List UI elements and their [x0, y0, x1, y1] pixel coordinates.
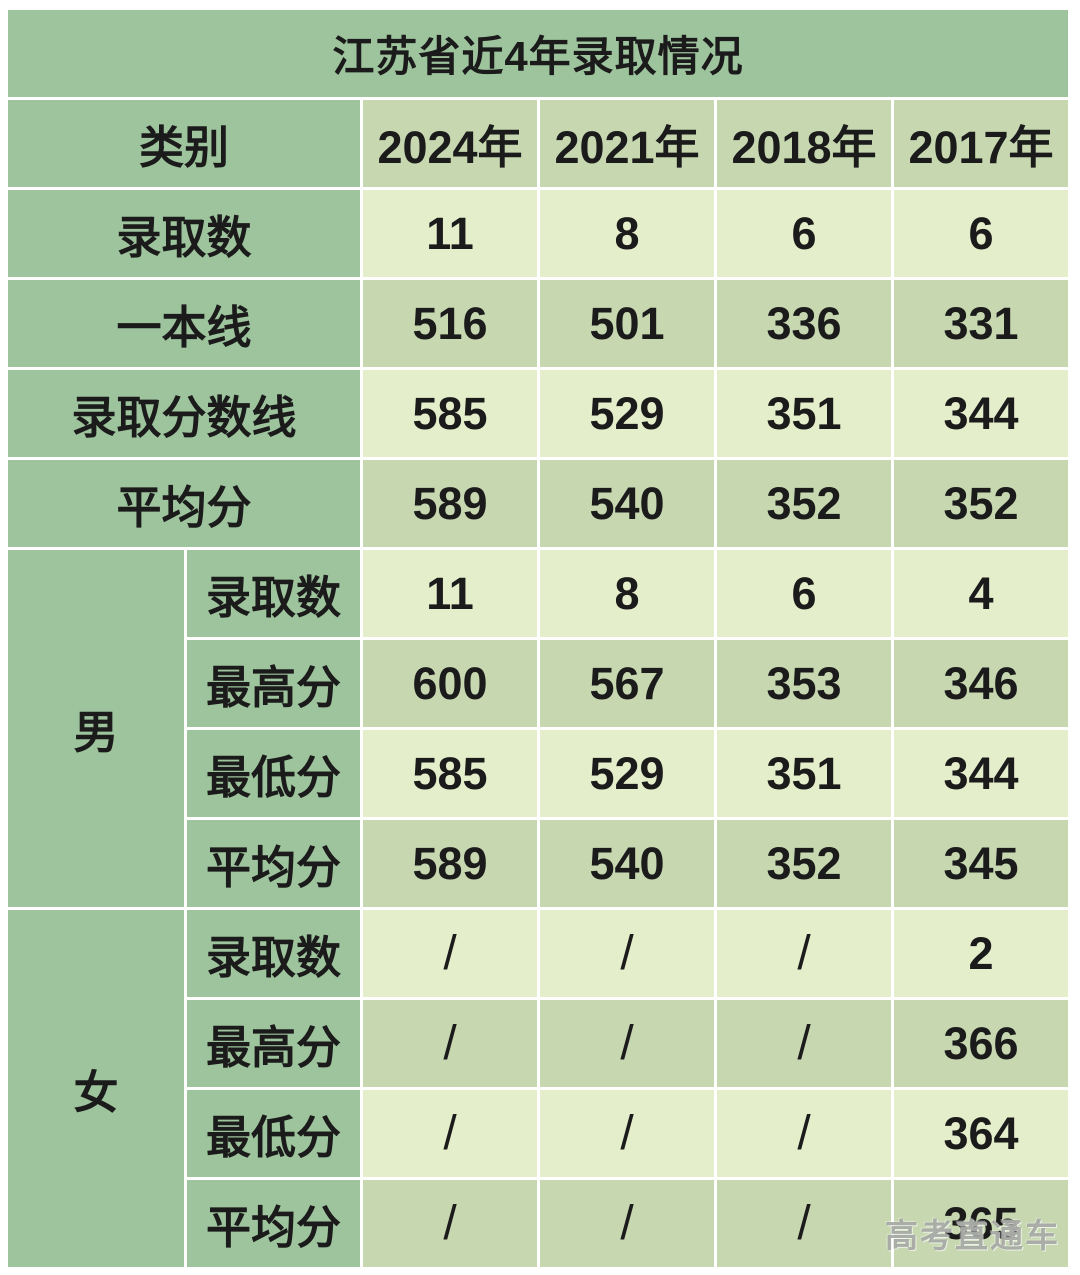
cell-value: 351 [717, 370, 891, 457]
cell-value: 365 [894, 1180, 1068, 1267]
cell-value: 6 [894, 190, 1068, 277]
group-label-male: 男 [8, 550, 184, 907]
cell-value: / [540, 910, 714, 997]
table-row-male-average: 平均分 589 540 352 345 [8, 820, 1068, 907]
column-header-2024: 2024年 [363, 100, 537, 187]
row-label: 最低分 [187, 1090, 360, 1177]
row-label: 平均分 [8, 460, 360, 547]
table-row-female-highest: 最高分 / / / 366 [8, 1000, 1068, 1087]
cell-value: 589 [363, 460, 537, 547]
cell-value: 352 [894, 460, 1068, 547]
cell-value: 585 [363, 730, 537, 817]
cell-value: 585 [363, 370, 537, 457]
column-header-2021: 2021年 [540, 100, 714, 187]
cell-value: / [540, 1000, 714, 1087]
column-header-2017: 2017年 [894, 100, 1068, 187]
cell-value: 331 [894, 280, 1068, 367]
cell-value: / [540, 1180, 714, 1267]
row-label: 录取数 [187, 550, 360, 637]
table-row-female-admitted: 女 录取数 / / / 2 [8, 910, 1068, 1267]
cell-value: 11 [363, 190, 537, 277]
row-label: 最低分 [187, 730, 360, 817]
table-row-male-lowest: 最低分 585 529 351 344 [8, 730, 1068, 817]
cell-value: / [717, 1000, 891, 1087]
cell-value: 344 [894, 730, 1068, 817]
cell-value: 567 [540, 640, 714, 727]
cell-value: 336 [717, 280, 891, 367]
cell-value: 344 [894, 370, 1068, 457]
table-row-male-admitted: 男 录取数 11 8 6 4 [8, 550, 1068, 907]
cell-value: / [363, 1180, 537, 1267]
cell-value: 346 [894, 640, 1068, 727]
table-row-title: 江苏省近4年录取情况 [8, 10, 1068, 97]
table-row-female-average: 平均分 / / / 365 [8, 1180, 1068, 1267]
cell-value: 589 [363, 820, 537, 907]
cell-value: 540 [540, 820, 714, 907]
cell-value: 345 [894, 820, 1068, 907]
cell-value: 353 [717, 640, 891, 727]
cell-value: / [363, 910, 537, 997]
cell-value: 540 [540, 460, 714, 547]
cell-value: 364 [894, 1090, 1068, 1177]
row-label: 录取数 [187, 910, 360, 997]
row-label: 最高分 [187, 640, 360, 727]
cell-value: / [363, 1000, 537, 1087]
cell-value: 529 [540, 370, 714, 457]
cell-value: 600 [363, 640, 537, 727]
cell-value: 6 [717, 190, 891, 277]
cell-value: 501 [540, 280, 714, 367]
table-row-overall-cutoff: 录取分数线 585 529 351 344 [8, 370, 1068, 457]
cell-value: 352 [717, 460, 891, 547]
cell-value: 6 [717, 550, 891, 637]
cell-value: / [540, 1090, 714, 1177]
admissions-table: 江苏省近4年录取情况 类别 2024年 2021年 2018年 2017年 录取… [5, 7, 1071, 1270]
cell-value: 351 [717, 730, 891, 817]
column-header-2018: 2018年 [717, 100, 891, 187]
cell-value: 352 [717, 820, 891, 907]
row-label: 平均分 [187, 1180, 360, 1267]
row-label: 录取数 [8, 190, 360, 277]
cell-value: 8 [540, 550, 714, 637]
row-label: 最高分 [187, 1000, 360, 1087]
table-row-header: 类别 2024年 2021年 2018年 2017年 [8, 100, 1068, 187]
cell-value: / [363, 1090, 537, 1177]
cell-value: 529 [540, 730, 714, 817]
cell-value: 366 [894, 1000, 1068, 1087]
table-row-overall-admitted: 录取数 11 8 6 6 [8, 190, 1068, 277]
group-label-female: 女 [8, 910, 184, 1267]
cell-value: 2 [894, 910, 1068, 997]
row-label: 录取分数线 [8, 370, 360, 457]
cell-value: / [717, 1090, 891, 1177]
table-row-female-lowest: 最低分 / / / 364 [8, 1090, 1068, 1177]
cell-value: 8 [540, 190, 714, 277]
cell-value: 11 [363, 550, 537, 637]
row-label: 平均分 [187, 820, 360, 907]
cell-value: / [717, 910, 891, 997]
cell-value: 516 [363, 280, 537, 367]
cell-value: / [717, 1180, 891, 1267]
table-row-male-highest: 最高分 600 567 353 346 [8, 640, 1068, 727]
column-header-category: 类别 [8, 100, 360, 187]
table-title: 江苏省近4年录取情况 [8, 10, 1068, 97]
table-row-overall-tier1-line: 一本线 516 501 336 331 [8, 280, 1068, 367]
table-row-overall-average: 平均分 589 540 352 352 [8, 460, 1068, 547]
cell-value: 4 [894, 550, 1068, 637]
row-label: 一本线 [8, 280, 360, 367]
